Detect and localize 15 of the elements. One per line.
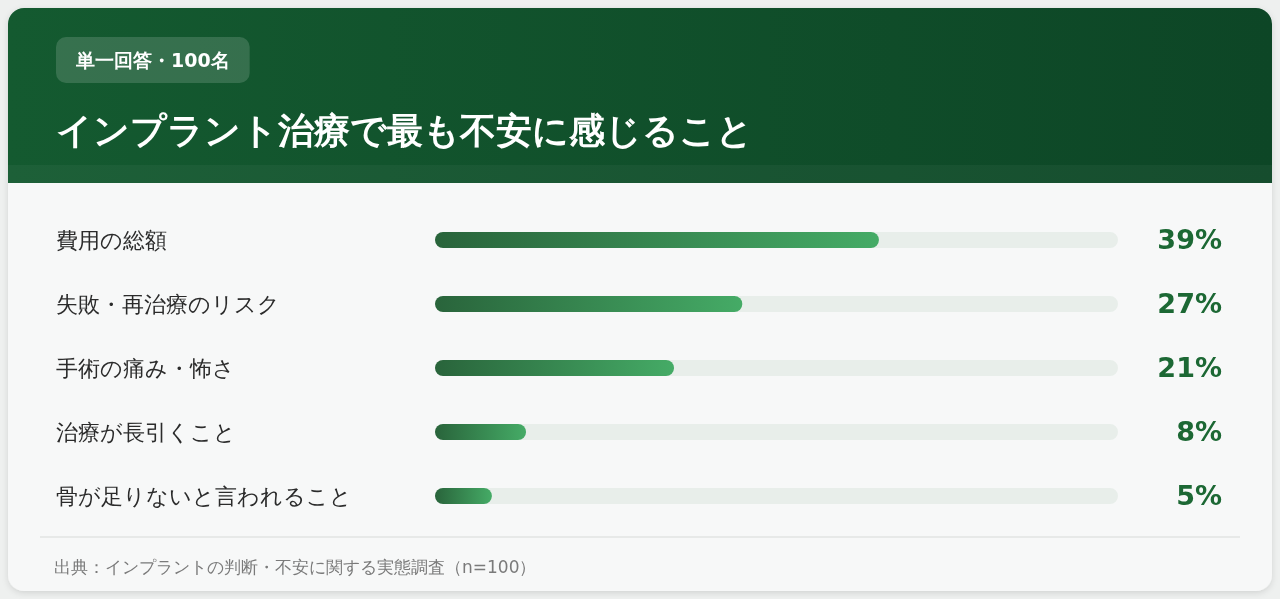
bar [435, 424, 527, 440]
data-label: 21% [1157, 352, 1222, 384]
bar [435, 488, 492, 504]
data-label: 39% [1157, 224, 1222, 256]
data-label: 8% [1176, 416, 1222, 448]
data-label: 27% [1157, 288, 1222, 320]
y-tick-label: 費用の総額 [56, 227, 167, 253]
data-label: 5% [1176, 480, 1222, 512]
y-tick-label: 骨が足りないと言われること [56, 483, 352, 509]
source-note: 出典：インプラントの判断・不安に関する実態調査（n=100） [54, 557, 537, 577]
y-tick-label: 手術の痛み・怖さ [56, 355, 235, 381]
text: 単一回答・100名 [75, 49, 230, 71]
y-tick-label: 失敗・再治療のリスク [56, 291, 280, 317]
chart-title: インプラント治療で最も不安に感じること [56, 110, 753, 151]
y-tick-label: 治療が長引くこと [56, 419, 236, 445]
